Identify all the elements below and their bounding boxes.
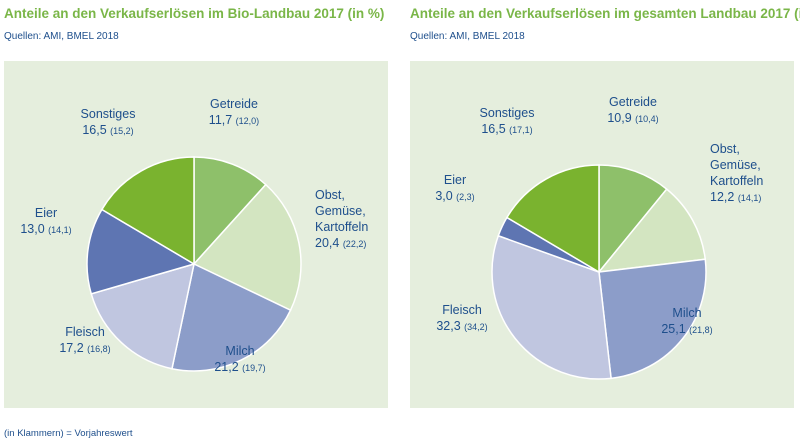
slice-value-previous: (22,2) bbox=[343, 239, 367, 249]
slice-label-getreide: Getreide 11,7 (12,0) bbox=[209, 97, 259, 127]
slice-value-previous: (15,2) bbox=[110, 126, 134, 136]
pie-chart-gesamt: Getreide 10,9 (10,4) Obst, Gemüse, Kartoffel… bbox=[435, 95, 763, 380]
pie-slice-getreide bbox=[598, 164, 668, 275]
slice-name-obst-gemüse-kartoffeln: Gemüse, bbox=[710, 158, 761, 172]
slice-value-fleisch: 17,2 (16,8) bbox=[59, 341, 110, 355]
slice-value-obst-gemüse-kartoffeln: 12,2 (14,1) bbox=[710, 190, 761, 204]
slice-value-getreide: 10,9 (10,4) bbox=[607, 111, 658, 125]
slice-value-current: 20,4 bbox=[315, 236, 343, 250]
slice-value-previous: (16,8) bbox=[87, 344, 111, 354]
slice-value-previous: (12,0) bbox=[236, 116, 260, 126]
slice-label-milch: Milch 21,2 (19,7) bbox=[214, 344, 265, 374]
chart-source-bio: Quellen: AMI, BMEL 2018 bbox=[4, 31, 119, 42]
slice-name-sonstiges: Sonstiges bbox=[81, 107, 136, 121]
slice-value-current: 17,2 bbox=[59, 341, 87, 355]
slice-name-getreide: Getreide bbox=[609, 95, 657, 109]
slice-label-getreide: Getreide 10,9 (10,4) bbox=[607, 95, 658, 125]
slice-value-current: 16,5 bbox=[82, 123, 110, 137]
slice-value-current: 10,9 bbox=[607, 111, 635, 125]
slice-label-fleisch: Fleisch 32,3 (34,2) bbox=[436, 303, 487, 333]
chart-title-bio: Anteile an den Verkaufserlösen im Bio-La… bbox=[4, 6, 385, 21]
slice-label-eier: Eier 13,0 (14,1) bbox=[20, 206, 71, 236]
slice-name-eier: Eier bbox=[35, 206, 57, 220]
slice-value-current: 16,5 bbox=[481, 122, 509, 136]
slice-value-previous: (21,8) bbox=[689, 325, 713, 335]
slice-value-eier: 3,0 (2,3) bbox=[435, 189, 474, 203]
slice-label-sonstiges: Sonstiges 16,5 (15,2) bbox=[81, 107, 136, 137]
slice-value-previous: (10,4) bbox=[635, 114, 659, 124]
pie-slice-obst-gemüse-kartoffeln bbox=[192, 183, 302, 312]
slice-name-getreide: Getreide bbox=[210, 97, 258, 111]
pie-slice-getreide bbox=[193, 156, 267, 266]
slice-name-eier: Eier bbox=[444, 173, 466, 187]
slice-value-milch: 25,1 (21,8) bbox=[661, 322, 712, 336]
footnote: (in Klammern) = Vorjahreswert bbox=[4, 428, 133, 439]
slice-value-previous: (2,3) bbox=[456, 192, 475, 202]
pie-slice-fleisch bbox=[491, 234, 612, 380]
slice-value-previous: (17,1) bbox=[509, 125, 533, 135]
slice-name-fleisch: Fleisch bbox=[65, 325, 105, 339]
slice-label-milch: Milch 25,1 (21,8) bbox=[661, 306, 712, 336]
chart-title-gesamt: Anteile an den Verkaufserlösen im gesamt… bbox=[410, 6, 800, 21]
slice-value-previous: (19,7) bbox=[242, 363, 266, 373]
slice-value-previous: (14,1) bbox=[48, 225, 72, 235]
slice-value-current: 25,1 bbox=[661, 322, 689, 336]
slice-value-current: 32,3 bbox=[436, 319, 464, 333]
chart-source-gesamt: Quellen: AMI, BMEL 2018 bbox=[410, 31, 525, 42]
slice-label-obst-gemüse-kartoffeln: Obst, Gemüse, Kartoffeln 20,4 (22,2) bbox=[315, 188, 368, 250]
slice-value-current: 3,0 bbox=[435, 189, 456, 203]
slice-value-fleisch: 32,3 (34,2) bbox=[436, 319, 487, 333]
slice-value-eier: 13,0 (14,1) bbox=[20, 222, 71, 236]
pie-chart-bio: Getreide 11,7 (12,0) Obst, Gemüse, Kartoffel… bbox=[20, 97, 368, 374]
slice-value-sonstiges: 16,5 (17,1) bbox=[481, 122, 532, 136]
slice-name-obst-gemüse-kartoffeln: Obst, bbox=[315, 188, 345, 202]
pie-slice-sonstiges bbox=[505, 164, 600, 274]
pie-slice-eier bbox=[86, 208, 196, 295]
slice-label-eier: Eier 3,0 (2,3) bbox=[435, 173, 474, 203]
slice-value-previous: (34,2) bbox=[464, 322, 488, 332]
slice-label-fleisch: Fleisch 17,2 (16,8) bbox=[59, 325, 110, 355]
slice-name-obst-gemüse-kartoffeln: Kartoffeln bbox=[710, 174, 763, 188]
slice-name-obst-gemüse-kartoffeln: Kartoffeln bbox=[315, 220, 368, 234]
slice-label-sonstiges: Sonstiges 16,5 (17,1) bbox=[480, 106, 535, 136]
slice-value-getreide: 11,7 (12,0) bbox=[209, 113, 259, 127]
slice-name-sonstiges: Sonstiges bbox=[480, 106, 535, 120]
slice-name-milch: Milch bbox=[672, 306, 701, 320]
slice-label-obst-gemüse-kartoffeln: Obst, Gemüse, Kartoffeln 12,2 (14,1) bbox=[710, 142, 763, 204]
slice-value-sonstiges: 16,5 (15,2) bbox=[82, 123, 133, 137]
slice-value-current: 12,2 bbox=[710, 190, 738, 204]
pie-slice-milch bbox=[171, 262, 292, 372]
chart-panel-bio: Getreide 11,7 (12,0) Obst, Gemüse, Kartoffel… bbox=[4, 61, 388, 408]
pie-slice-obst-gemüse-kartoffeln bbox=[597, 188, 707, 273]
chart-panel-gesamt: Getreide 10,9 (10,4) Obst, Gemüse, Kartoffel… bbox=[410, 61, 794, 408]
slice-value-current: 21,2 bbox=[214, 360, 242, 374]
slice-name-milch: Milch bbox=[225, 344, 254, 358]
slice-name-obst-gemüse-kartoffeln: Gemüse, bbox=[315, 204, 366, 218]
slice-name-fleisch: Fleisch bbox=[442, 303, 482, 317]
pie-slice-fleisch bbox=[90, 262, 195, 370]
pie-slice-sonstiges bbox=[100, 156, 195, 266]
slice-value-current: 11,7 bbox=[209, 113, 236, 127]
pie-slice-milch bbox=[598, 258, 707, 380]
slice-value-obst-gemüse-kartoffeln: 20,4 (22,2) bbox=[315, 236, 366, 250]
slice-value-milch: 21,2 (19,7) bbox=[214, 360, 265, 374]
slice-value-previous: (14,1) bbox=[738, 193, 762, 203]
slice-value-current: 13,0 bbox=[20, 222, 48, 236]
slice-name-obst-gemüse-kartoffeln: Obst, bbox=[710, 142, 740, 156]
